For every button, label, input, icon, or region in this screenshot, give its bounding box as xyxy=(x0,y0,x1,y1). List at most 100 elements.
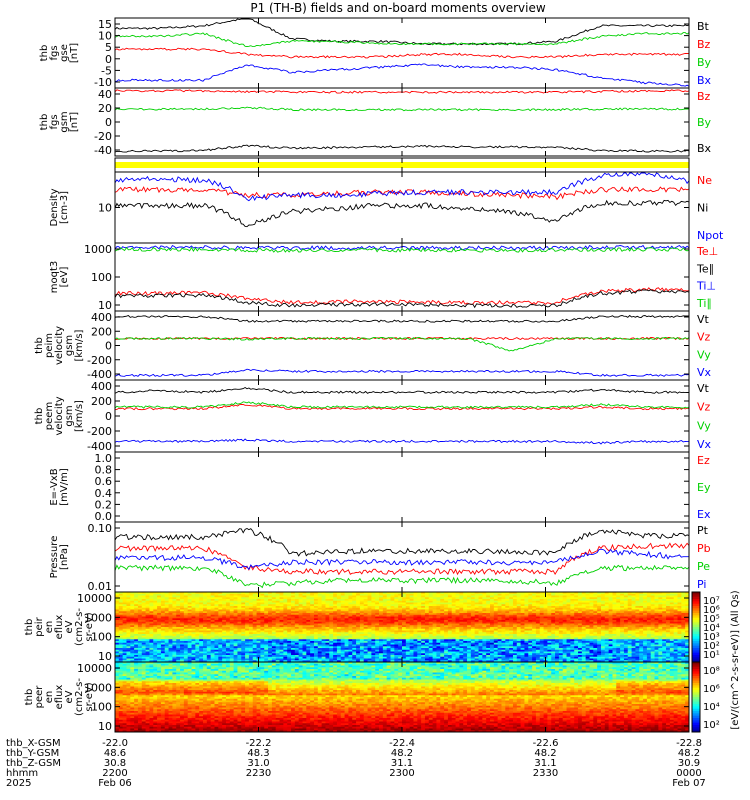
spectrogram-cell xyxy=(317,639,323,642)
spectrogram-cell xyxy=(210,648,215,651)
spectrogram-cell xyxy=(478,660,483,663)
spectrogram-cell xyxy=(214,655,219,658)
spectrogram-cell xyxy=(130,651,135,654)
spectrogram-cell xyxy=(398,653,403,656)
spectrogram-cell xyxy=(482,627,487,630)
spectrogram-cell xyxy=(229,623,235,626)
legend-Ey: Ey xyxy=(697,481,711,494)
spectrogram-cell xyxy=(486,641,491,644)
spectrogram-cell xyxy=(509,637,514,640)
spectrogram-cell xyxy=(402,635,407,638)
spectrogram-cell xyxy=(497,651,502,654)
spectrogram-cell xyxy=(241,655,246,658)
spectrogram-cell xyxy=(356,599,361,602)
spectrogram-cell xyxy=(294,607,300,610)
spectrogram-cell xyxy=(195,656,200,659)
spectrogram-cell xyxy=(313,606,319,609)
spectrogram-cell xyxy=(310,625,315,628)
spectrogram-cell xyxy=(287,613,292,616)
spectrogram-cell xyxy=(279,618,284,621)
spectrogram-cell xyxy=(428,627,434,630)
spectrogram-cell xyxy=(478,625,483,628)
spectrogram-cell xyxy=(367,641,372,644)
spectrogram-cell xyxy=(459,613,464,616)
spectrogram-cell xyxy=(325,642,330,645)
spectrogram-cell xyxy=(245,595,250,598)
spectrogram-cell xyxy=(394,655,399,658)
spectrogram-cell xyxy=(183,630,189,633)
spectrogram-cell xyxy=(444,620,449,623)
spectrogram-cell xyxy=(490,648,495,651)
spectrogram-cell xyxy=(405,625,411,628)
spectrogram-cell xyxy=(490,649,495,652)
spectrogram-cell xyxy=(294,597,300,600)
spectrogram-cell xyxy=(271,607,277,610)
spectrogram-cell xyxy=(474,595,479,598)
spectrogram-cell xyxy=(260,658,265,661)
spectrogram-cell xyxy=(187,637,192,640)
spectrogram-cell xyxy=(497,604,502,607)
spectrogram-cell xyxy=(413,641,418,644)
spectrogram-cell xyxy=(145,630,150,633)
spectrogram-cell xyxy=(493,620,499,623)
spectrogram-cell xyxy=(187,632,192,635)
spectrogram-cell xyxy=(130,600,135,603)
spectrogram-cell xyxy=(172,630,177,633)
spectrogram-cell xyxy=(203,627,208,630)
spectrogram-cell xyxy=(195,639,200,642)
spectrogram-cell xyxy=(241,653,246,656)
spectrogram-cell xyxy=(153,606,158,609)
spectrogram-cell xyxy=(153,625,158,628)
spectrogram-cell xyxy=(344,600,349,603)
spectrogram-cell xyxy=(229,642,235,645)
spectrogram-cell xyxy=(375,614,380,617)
spectrogram-cell xyxy=(371,656,376,659)
spectrogram-cell xyxy=(130,616,135,619)
spectrogram-cell xyxy=(333,599,338,602)
spectrogram-cell xyxy=(153,630,158,633)
spectrogram-cell xyxy=(505,593,510,596)
spectrogram-cell xyxy=(294,646,300,649)
spectrogram-cell xyxy=(382,653,388,656)
spectrogram-cell xyxy=(470,595,476,598)
spectrogram-cell xyxy=(455,609,460,612)
spectrogram-cell xyxy=(321,607,326,610)
spectrogram-cell xyxy=(256,644,261,647)
spectrogram-cell xyxy=(463,609,468,612)
spectrogram-cell xyxy=(386,604,391,607)
spectrogram-cell xyxy=(424,632,430,635)
spectrogram-cell xyxy=(313,632,319,635)
spectrogram-cell xyxy=(486,634,491,637)
spectrogram-cell xyxy=(329,628,334,631)
spectrogram-cell xyxy=(455,592,460,595)
spectrogram-cell xyxy=(306,649,311,652)
spectrogram-cell xyxy=(344,628,349,631)
spectrogram-cell xyxy=(153,618,158,621)
spectrogram-cell xyxy=(180,621,185,624)
spectrogram-cell xyxy=(271,634,277,637)
spectrogram-cell xyxy=(248,602,254,605)
spectrogram-cell xyxy=(333,649,338,652)
spectrogram-cell xyxy=(264,646,269,649)
spectrogram-cell xyxy=(497,656,502,659)
spectrogram-cell xyxy=(191,613,196,616)
spectrogram-cell xyxy=(268,606,273,609)
spectrogram-cell xyxy=(505,642,510,645)
spectrogram-cell xyxy=(474,656,479,659)
spectrogram-cell xyxy=(333,609,338,612)
spectrogram-cell xyxy=(229,634,235,637)
spectrogram-cell xyxy=(149,644,154,647)
spectrogram-cell xyxy=(474,628,479,631)
spectrogram-cell xyxy=(137,649,143,652)
spectrogram-cell xyxy=(260,614,265,617)
spectrogram-cell xyxy=(436,637,441,640)
spectrogram-cell xyxy=(160,658,166,661)
spectrogram-cell xyxy=(241,639,246,642)
spectrogram-cell xyxy=(390,649,395,652)
spectrogram-cell xyxy=(233,632,238,635)
spectrogram-cell xyxy=(336,655,342,658)
spectrogram-cell xyxy=(340,646,345,649)
spectrogram-cell xyxy=(134,653,139,656)
spectrogram-cell xyxy=(467,614,472,617)
spectrogram-cell xyxy=(172,660,177,663)
